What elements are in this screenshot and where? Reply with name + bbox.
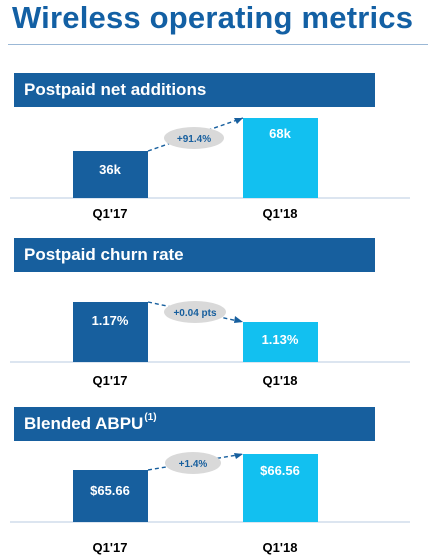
bar-label-q1-17: 36k bbox=[99, 162, 121, 177]
chart-abpu: $65.66 $66.56 +1.4% Q1'17 Q1'18 bbox=[10, 452, 410, 555]
title-divider bbox=[8, 44, 428, 45]
bar-label-q1-18: $66.56 bbox=[260, 463, 300, 478]
bar-q1-18 bbox=[243, 322, 318, 362]
change-arrow-head bbox=[234, 316, 243, 323]
category-label-q1-18: Q1'18 bbox=[263, 373, 298, 388]
page-title: Wireless operating metrics bbox=[12, 0, 414, 35]
category-label-q1-17: Q1'17 bbox=[93, 540, 128, 555]
bar-q1-18 bbox=[243, 118, 318, 198]
change-arrow-head bbox=[234, 453, 243, 459]
bar-q1-17 bbox=[73, 470, 148, 522]
section-title: Postpaid net additions bbox=[24, 80, 207, 99]
bar-q1-17 bbox=[73, 151, 148, 198]
footnote-marker: (1) bbox=[144, 412, 157, 423]
section-header-abpu: Blended ABPU(1) bbox=[14, 407, 375, 441]
category-label-q1-18: Q1'18 bbox=[263, 206, 298, 221]
bar-q1-17 bbox=[73, 302, 148, 362]
bar-label-q1-17: 1.17% bbox=[92, 313, 129, 328]
section-title: Blended ABPU bbox=[24, 414, 144, 433]
section-header-churn-rate: Postpaid churn rate bbox=[14, 238, 375, 272]
bar-label-q1-17: $65.66 bbox=[90, 483, 130, 498]
category-label-q1-17: Q1'17 bbox=[93, 373, 128, 388]
change-pill bbox=[164, 301, 226, 323]
chart-churn-rate: 1.17% 1.13% +0.04 pts Q1'17 Q1'18 bbox=[10, 301, 410, 388]
bar-q1-18 bbox=[243, 454, 318, 522]
category-label-q1-17: Q1'17 bbox=[93, 206, 128, 221]
bar-label-q1-18: 1.13% bbox=[262, 332, 299, 347]
change-pill-text: +91.4% bbox=[177, 134, 211, 145]
change-arrow-line bbox=[147, 453, 244, 471]
change-pill-text: +1.4% bbox=[179, 459, 208, 470]
change-arrow-line bbox=[147, 301, 244, 323]
chart-net-additions: 36k 68k +91.4% Q1'17 Q1'18 bbox=[10, 117, 410, 221]
section-header-net-additions: Postpaid net additions bbox=[14, 73, 375, 107]
change-arrow-head bbox=[234, 118, 243, 124]
category-label-q1-18: Q1'18 bbox=[263, 540, 298, 555]
bar-label-q1-18: 68k bbox=[269, 126, 291, 141]
section-title: Postpaid churn rate bbox=[24, 245, 184, 264]
change-pill bbox=[164, 127, 224, 149]
change-pill bbox=[165, 452, 221, 474]
change-pill-text: +0.04 pts bbox=[173, 308, 217, 319]
